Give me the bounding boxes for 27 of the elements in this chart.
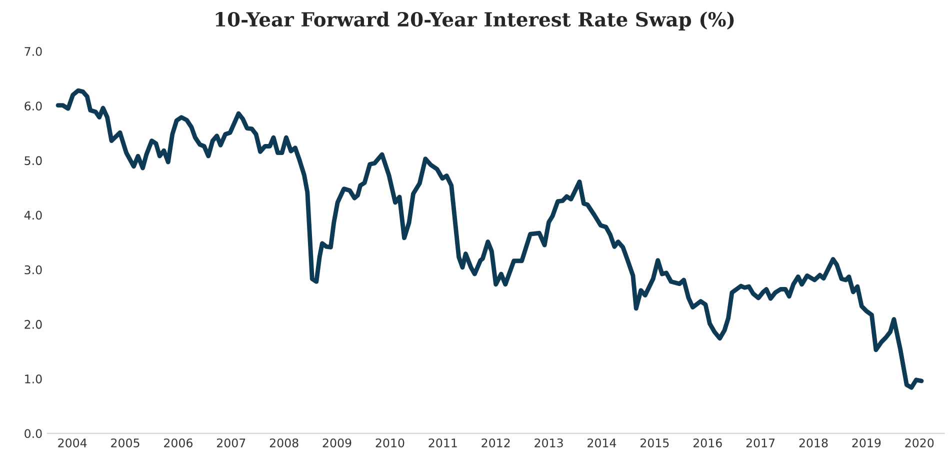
x-tick-label: 2015 [640,438,669,448]
y-tick-label: 2.0 [24,320,42,329]
y-tick-label: 0.0 [24,429,42,438]
y-tick-label: 5.0 [24,156,42,166]
x-tick-label: 2012 [482,438,510,448]
x-tick-label: 2006 [164,438,192,448]
x-tick-label: 2017 [746,438,775,448]
x-tick-label: 2011 [428,438,457,448]
x-tick-label: 2014 [588,438,616,448]
x-tick-label: 2008 [270,438,298,448]
x-tick-label: 2005 [111,438,140,448]
x-tick-label: 2019 [852,438,881,448]
x-tick-label: 2004 [58,438,87,448]
x-tick-label: 2016 [693,438,722,448]
y-tick-label: 4.0 [24,210,42,220]
y-tick-label: 6.0 [24,102,42,110]
x-tick-label: 2018 [799,438,828,448]
chart-title: 10-Year Forward 20-Year Interest Rate Swap (%) [216,12,734,30]
x-tick-label: 2009 [322,438,352,448]
line-series [56,88,924,390]
y-tick-label: 7.0 [24,46,42,56]
x-tick-label: 2020 [905,438,934,448]
y-tick-label: 1.0 [25,374,42,384]
x-tick-label: 2010 [376,438,404,448]
x-tick-label: 2007 [216,438,246,448]
y-tick-label: 3.0 [24,265,42,274]
x-tick-label: 2013 [534,438,563,448]
